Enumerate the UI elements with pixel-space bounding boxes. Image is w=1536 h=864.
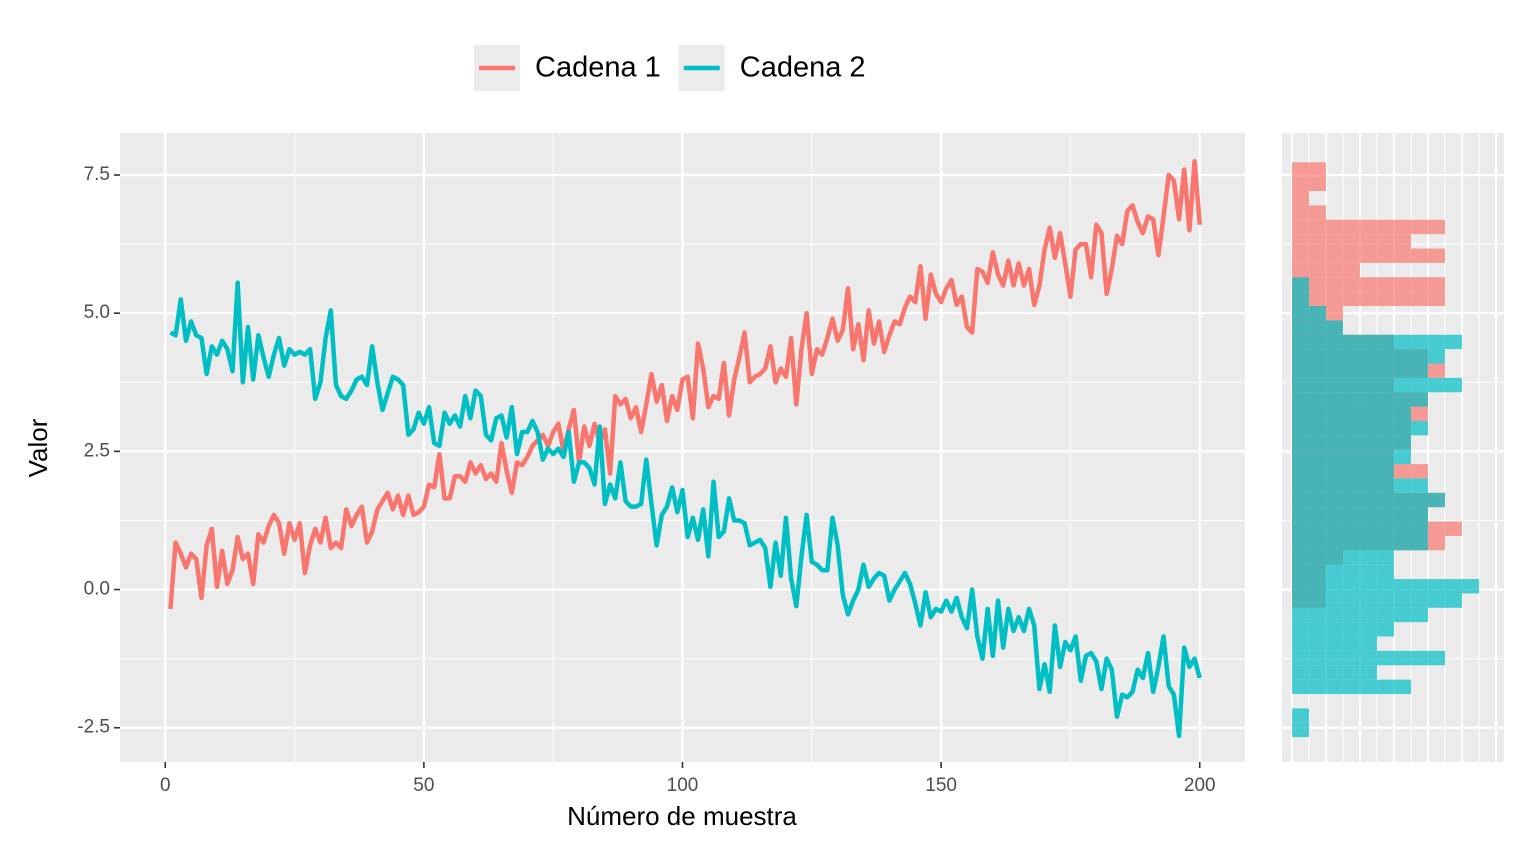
histogram-bar bbox=[1292, 435, 1412, 450]
x-tick-label: 150 bbox=[925, 775, 957, 796]
histogram-bar bbox=[1292, 650, 1446, 666]
histogram-bar bbox=[1292, 679, 1412, 695]
histogram-bar bbox=[1292, 492, 1446, 508]
histogram-bar bbox=[1292, 219, 1446, 235]
histogram-bar bbox=[1292, 665, 1378, 680]
legend-label: Cadena 1 bbox=[535, 52, 661, 84]
histogram-bar bbox=[1292, 320, 1344, 335]
histogram-bar bbox=[1292, 277, 1310, 292]
histogram-bar bbox=[1292, 420, 1429, 436]
histogram-bar bbox=[1292, 392, 1429, 407]
histogram-bar bbox=[1292, 191, 1310, 206]
histogram-bar bbox=[1292, 550, 1395, 565]
x-tick-label: 200 bbox=[1184, 775, 1216, 796]
histogram-bar bbox=[1292, 521, 1429, 536]
histogram-bar bbox=[1292, 205, 1327, 220]
histogram-bar bbox=[1292, 478, 1429, 493]
y-axis-title: Valor bbox=[23, 418, 53, 477]
y-tick-label: -2.5 bbox=[77, 717, 110, 738]
histogram-bar bbox=[1292, 162, 1327, 177]
histogram-bar bbox=[1292, 306, 1327, 321]
histogram-bar bbox=[1292, 248, 1446, 263]
histogram-bar bbox=[1292, 277, 1446, 292]
histogram-bar bbox=[1292, 564, 1395, 580]
histogram-bar bbox=[1292, 449, 1412, 465]
histogram-bar bbox=[1292, 464, 1395, 479]
histogram-bar bbox=[1292, 262, 1361, 278]
histogram-bar bbox=[1292, 507, 1429, 522]
x-tick-label: 0 bbox=[160, 775, 171, 796]
histogram-bar bbox=[1292, 234, 1412, 249]
histogram-bar bbox=[1292, 176, 1327, 192]
histogram-bar bbox=[1292, 593, 1463, 608]
histogram-bar bbox=[1292, 406, 1412, 421]
histogram-bar bbox=[1292, 363, 1429, 378]
histogram-bar bbox=[1292, 334, 1463, 350]
histogram-bar bbox=[1292, 291, 1310, 307]
histogram-bar bbox=[1292, 291, 1446, 307]
y-tick-label: 2.5 bbox=[84, 440, 110, 461]
histogram-bar bbox=[1292, 349, 1446, 364]
y-tick-label: 0.0 bbox=[84, 579, 110, 600]
legend-label: Cadena 2 bbox=[740, 52, 866, 84]
histogram-bar bbox=[1292, 607, 1429, 623]
histogram-bar bbox=[1292, 722, 1310, 738]
histogram-bar bbox=[1292, 636, 1378, 651]
histogram-bar bbox=[1292, 708, 1310, 723]
series-line bbox=[169, 280, 1202, 739]
histogram-bar bbox=[1292, 377, 1463, 393]
series-line bbox=[168, 158, 1202, 610]
histogram-bar bbox=[1292, 579, 1480, 594]
x-tick-label: 100 bbox=[667, 775, 699, 796]
histogram-bar bbox=[1292, 535, 1429, 551]
y-tick-label: 5.0 bbox=[84, 302, 110, 323]
histogram-bar bbox=[1292, 622, 1395, 637]
y-tick-label: 7.5 bbox=[84, 164, 110, 185]
x-axis-title: Número de muestra bbox=[567, 801, 797, 831]
x-tick-label: 50 bbox=[413, 775, 434, 796]
